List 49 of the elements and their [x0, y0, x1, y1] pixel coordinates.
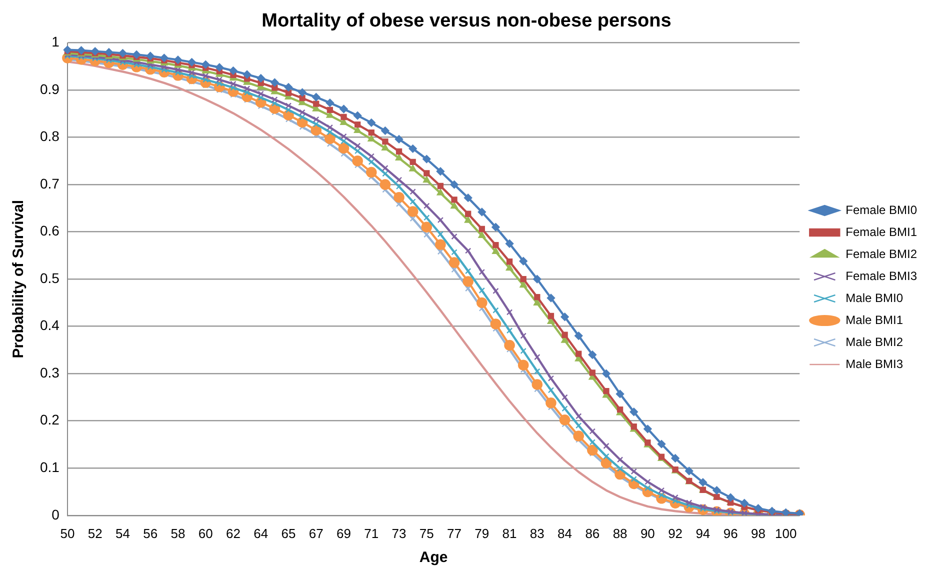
- x-tick-label: 94: [696, 526, 710, 541]
- x-axis-title: Age: [419, 549, 448, 566]
- x-tick-label: 88: [612, 526, 628, 541]
- x-tick-label: 90: [640, 526, 655, 541]
- legend-label: Male BMI0: [846, 290, 904, 305]
- y-tick-label: 0.4: [40, 317, 60, 334]
- legend-label: Male BMI1: [846, 312, 904, 327]
- x-tick-label: 100: [774, 526, 797, 541]
- x-tick-label: 52: [88, 526, 102, 541]
- x-tick-label: 83: [530, 526, 544, 541]
- x-tick-label: 86: [585, 526, 600, 541]
- legend-label: Male BMI3: [846, 356, 904, 371]
- y-tick-label: 0.1: [40, 459, 60, 475]
- x-tick-label: 56: [143, 526, 158, 541]
- x-tick-label: 73: [392, 526, 406, 541]
- x-tick-label: 69: [336, 526, 351, 541]
- y-tick-label: 0.7: [40, 175, 60, 192]
- x-tick-label: 60: [198, 526, 213, 541]
- y-tick-label: 0: [52, 506, 60, 522]
- x-tick-label: 62: [226, 526, 240, 541]
- legend-label: Female BMI3: [846, 268, 918, 283]
- x-tick-label: 81: [502, 526, 517, 541]
- x-tick-label: 50: [60, 526, 75, 541]
- x-tick-label: 98: [750, 526, 766, 541]
- y-tick-label: 0.2: [40, 412, 60, 428]
- x-tick-label: 96: [723, 526, 738, 541]
- y-tick-label: 0.8: [40, 128, 60, 144]
- y-tick-label: 1: [52, 34, 60, 50]
- y-tick-label: 0.5: [40, 270, 60, 286]
- x-tick-label: 65: [281, 526, 296, 541]
- y-tick-label: 0.3: [40, 364, 60, 380]
- x-tick-label: 77: [447, 526, 462, 541]
- x-tick-label: 64: [254, 526, 268, 541]
- x-tick-label: 67: [308, 526, 324, 541]
- y-tick-label: 0.6: [40, 222, 60, 239]
- legend-label: Female BMI1: [846, 224, 918, 239]
- x-tick-label: 84: [558, 526, 572, 541]
- legend-label: Female BMI2: [846, 246, 918, 261]
- x-tick-label: 54: [115, 526, 130, 541]
- y-axis-title: Probability of Survival: [10, 200, 28, 358]
- chart-title: Mortality of obese versus non-obese persons: [262, 10, 672, 32]
- x-tick-label: 58: [170, 526, 186, 541]
- x-tick-label: 79: [474, 526, 490, 541]
- legend-label: Female BMI0: [846, 202, 918, 217]
- x-tick-label: 75: [419, 526, 434, 541]
- y-tick-label: 0.9: [40, 80, 60, 97]
- x-tick-label: 92: [668, 526, 683, 541]
- legend-label: Male BMI2: [846, 334, 904, 349]
- x-tick-label: 71: [364, 526, 379, 541]
